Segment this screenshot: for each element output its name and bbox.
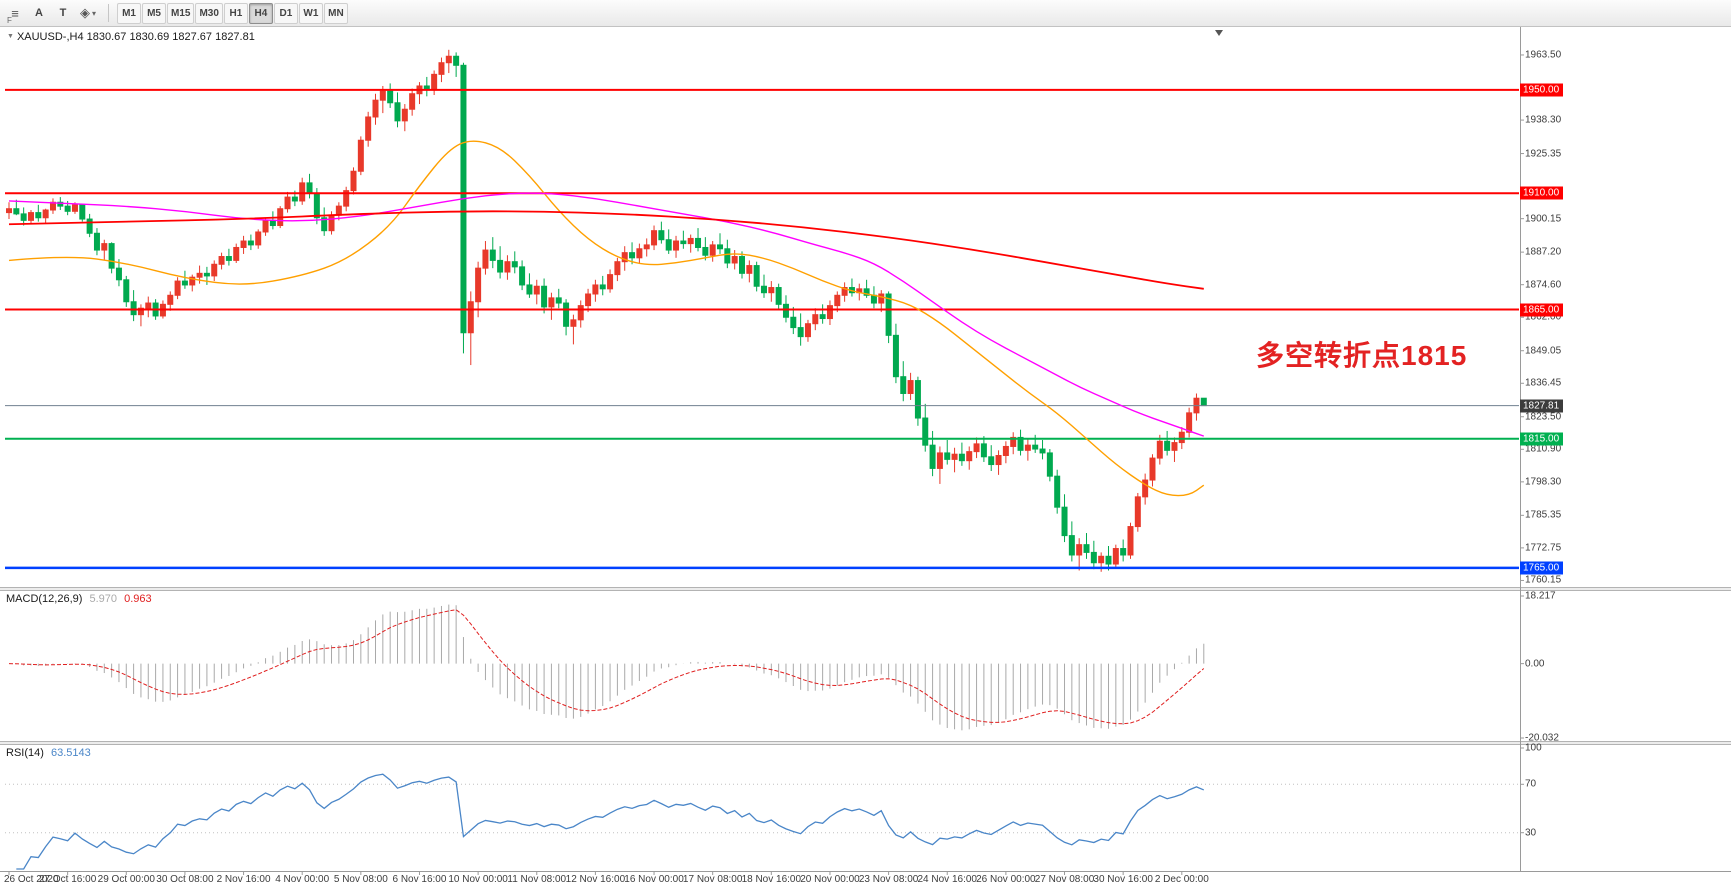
chart-shift-marker-icon[interactable]: [1215, 30, 1223, 36]
macd-histogram: [15, 604, 1205, 731]
macd-axis-label: -20.032: [1525, 732, 1559, 744]
time-axis-label: 6 Nov 16:00: [392, 874, 447, 885]
timeframe-button-m15[interactable]: M15: [167, 2, 195, 24]
line-studies-icon: ≡: [11, 5, 19, 21]
rsi-pane-label: RSI(14) 63.5143: [6, 747, 91, 759]
price-level-badge-1910.00: 1910.00: [1520, 186, 1564, 200]
price-tick-label: 1810.90: [1525, 443, 1562, 455]
price-tick-label: 1874.60: [1525, 279, 1562, 291]
chart-title: ▼ XAUUSD-,H4 1830.67 1830.69 1827.67 1827…: [7, 31, 255, 43]
rsi-axis-label: 70: [1525, 778, 1537, 790]
candlestick-series: [6, 49, 1207, 572]
timeframe-button-d1[interactable]: D1: [273, 2, 298, 24]
symbol-label: XAUUSD-,H4: [16, 31, 84, 43]
price-level-badge-1865.00: 1865.00: [1520, 303, 1564, 316]
price-tick-label: 1836.45: [1525, 377, 1562, 389]
price-tick-label: 1798.30: [1525, 476, 1562, 488]
ma-fast-line: [8, 140, 1205, 497]
ma-mid-line: [8, 192, 1205, 437]
price-tick-label: 1772.75: [1525, 542, 1562, 554]
price-tick-label: 1760.15: [1525, 574, 1562, 586]
time-axis-label: 26 Oct 2020: [4, 874, 59, 885]
macd-main-value: 5.970: [89, 593, 118, 605]
time-axis-label: 4 Nov 00:00: [275, 874, 330, 885]
ohlc-values: 1830.67 1830.69 1827.67 1827.81: [86, 31, 255, 43]
price-tick-label: 1963.50: [1525, 49, 1562, 61]
time-axis-label: 16 Nov 00:00: [624, 874, 684, 885]
time-axis-label: 30 Oct 08:00: [156, 874, 214, 885]
time-axis-label: 20 Nov 00:00: [800, 874, 860, 885]
price-tick-label: 1849.05: [1525, 345, 1562, 357]
price-tick-label: 1887.20: [1525, 246, 1562, 258]
time-axis-label: 5 Nov 08:00: [333, 874, 388, 885]
timeframe-button-h1[interactable]: H1: [223, 2, 248, 24]
time-axis-label: 27 Oct 16:00: [38, 874, 97, 885]
timeframe-button-m1[interactable]: M1: [117, 2, 142, 24]
price-tick-label: 1938.30: [1525, 114, 1562, 126]
macd-name: MACD(12,26,9): [6, 593, 83, 605]
time-axis-label: 12 Nov 16:00: [565, 874, 626, 885]
time-axis-label: 27 Nov 08:00: [1034, 874, 1095, 885]
macd-signal-line: [8, 609, 1205, 725]
time-axis-label: 17 Nov 08:00: [682, 874, 743, 885]
line-studies-button[interactable]: ≡: [4, 3, 26, 24]
shapes-icon: ◈: [80, 5, 90, 20]
time-axis-label: 30 Nov 16:00: [1093, 874, 1153, 885]
rsi-axis-label: 30: [1525, 827, 1537, 839]
time-axis-label: 23 Nov 08:00: [858, 874, 919, 885]
macd-axis-label: 0.00: [1525, 658, 1545, 670]
text-a-icon: A: [35, 7, 43, 19]
timeframe-button-mn[interactable]: MN: [323, 2, 348, 24]
rsi-value: 63.5143: [50, 747, 91, 759]
time-axis-label: 26 Nov 00:00: [976, 874, 1036, 885]
timeframe-button-w1[interactable]: W1: [298, 2, 323, 24]
macd-pane-label: MACD(12,26,9) 5.970 0.963: [6, 593, 152, 605]
toolbar-f-label: F: [7, 16, 12, 25]
price-tick-label: 1925.35: [1525, 148, 1562, 160]
annotation-text[interactable]: 多空转折点1815: [1256, 340, 1468, 371]
toolbar: ≡ A T ◈ ▾ M1 M5 M15 M30 H1 H4 D1 W1 MN: [0, 0, 1731, 27]
macd-signal-value: 0.963: [124, 593, 152, 605]
rsi-line: [16, 773, 1205, 870]
time-axis-label: 29 Oct 00:00: [97, 874, 155, 885]
expand-arrow-icon[interactable]: ▼: [7, 33, 14, 40]
rsi-axis-label: 100: [1525, 742, 1542, 754]
time-axis-label: 24 Nov 16:00: [917, 874, 977, 885]
timeframe-button-m30[interactable]: M30: [195, 2, 223, 24]
price-level-badge-1950.00: 1950.00: [1520, 83, 1564, 97]
price-tick-label: 1823.50: [1525, 411, 1562, 423]
time-axis-label: 2 Nov 16:00: [216, 874, 271, 885]
current-price-badge: 1827.81: [1520, 399, 1564, 413]
text-label-button[interactable]: T: [52, 3, 74, 24]
text-label-icon: T: [59, 7, 67, 19]
time-axis-label: 2 Dec 00:00: [1154, 874, 1209, 885]
price-level-badge-1815.00: 1815.00: [1520, 432, 1564, 446]
price-tick-label: 1862.00: [1525, 311, 1562, 323]
caret-down-icon: ▾: [92, 8, 97, 18]
price-tick-label: 1785.35: [1525, 509, 1562, 521]
timeframe-group: M1 M5 M15 M30 H1 H4 D1 W1 MN: [117, 2, 348, 24]
price-tick-label: 1900.15: [1525, 213, 1562, 225]
time-axis-label: 11 Nov 08:00: [507, 874, 567, 885]
rsi-name: RSI(14): [6, 747, 44, 759]
timeframe-button-h4[interactable]: H4: [248, 2, 273, 24]
ma-slow-line: [8, 210, 1204, 290]
macd-axis-label: 18.217: [1525, 590, 1556, 602]
text-tool-button[interactable]: A: [28, 3, 50, 24]
time-axis-label: 18 Nov 16:00: [741, 874, 802, 885]
shapes-dropdown-button[interactable]: ◈ ▾: [76, 3, 100, 24]
timeframe-button-m5[interactable]: M5: [142, 2, 167, 24]
time-axis-label: 10 Nov 00:00: [448, 874, 508, 885]
price-level-badge-1765.00: 1765.00: [1520, 561, 1564, 575]
toolbar-separator: [108, 4, 110, 22]
